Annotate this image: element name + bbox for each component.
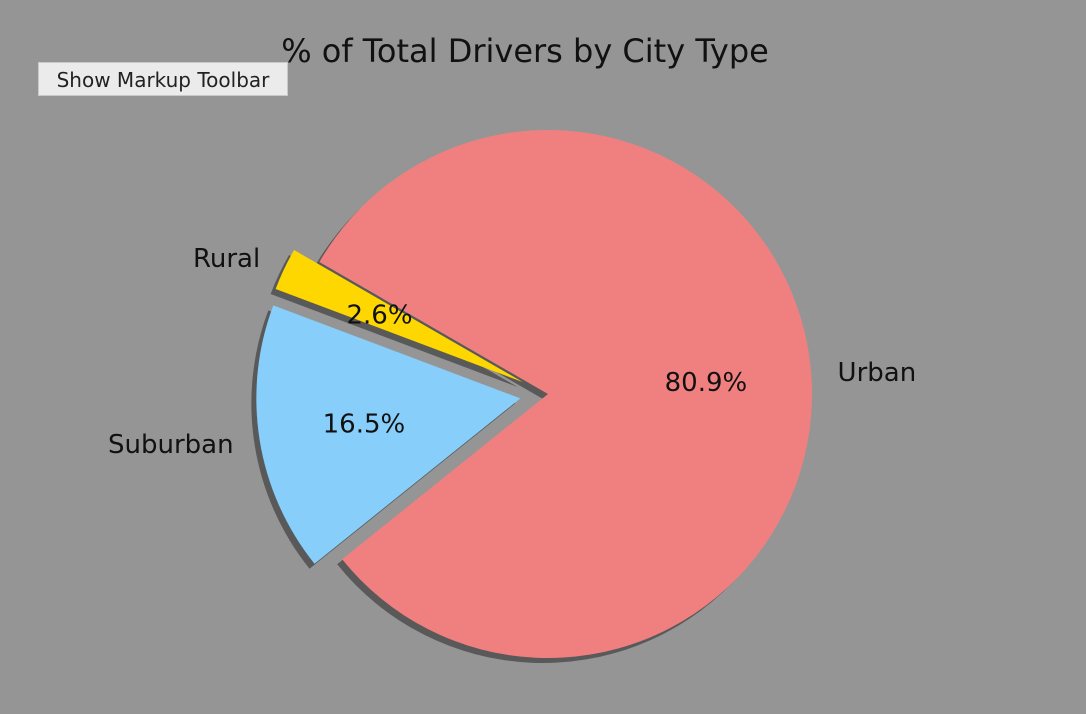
percent-label-rural: 2.6% (346, 300, 412, 330)
chart-title: % of Total Drivers by City Type (281, 32, 769, 70)
pie-slice-urban (319, 130, 812, 659)
slice-label-suburban: Suburban (108, 430, 234, 460)
percent-label-suburban: 16.5% (323, 409, 406, 439)
show-markup-toolbar-button[interactable]: Show Markup Toolbar (38, 62, 288, 96)
slice-label-rural: Rural (193, 244, 260, 274)
pie-slice-rural (275, 250, 523, 383)
pie-slice-suburban (256, 305, 521, 564)
percent-label-urban: 80.9% (665, 368, 748, 398)
pie-labels: Rural 2.6% Suburban 16.5% Urban 80.9% (108, 244, 916, 460)
pie-slices (256, 130, 812, 659)
slice-label-urban: Urban (838, 358, 917, 388)
